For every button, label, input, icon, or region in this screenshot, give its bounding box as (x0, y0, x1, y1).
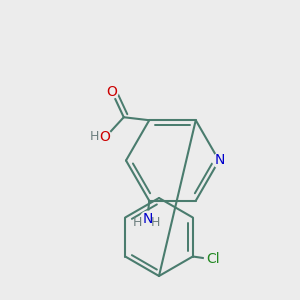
Text: N: N (215, 154, 225, 167)
Text: H: H (150, 217, 160, 230)
Circle shape (205, 250, 221, 267)
Text: O: O (106, 85, 117, 99)
Text: H: H (132, 217, 142, 230)
Circle shape (140, 211, 155, 226)
Circle shape (213, 153, 228, 168)
Text: O: O (99, 130, 110, 144)
Text: H: H (90, 130, 99, 142)
Text: Cl: Cl (206, 252, 220, 266)
Text: N: N (142, 212, 153, 226)
Circle shape (98, 130, 112, 143)
Circle shape (105, 85, 118, 98)
